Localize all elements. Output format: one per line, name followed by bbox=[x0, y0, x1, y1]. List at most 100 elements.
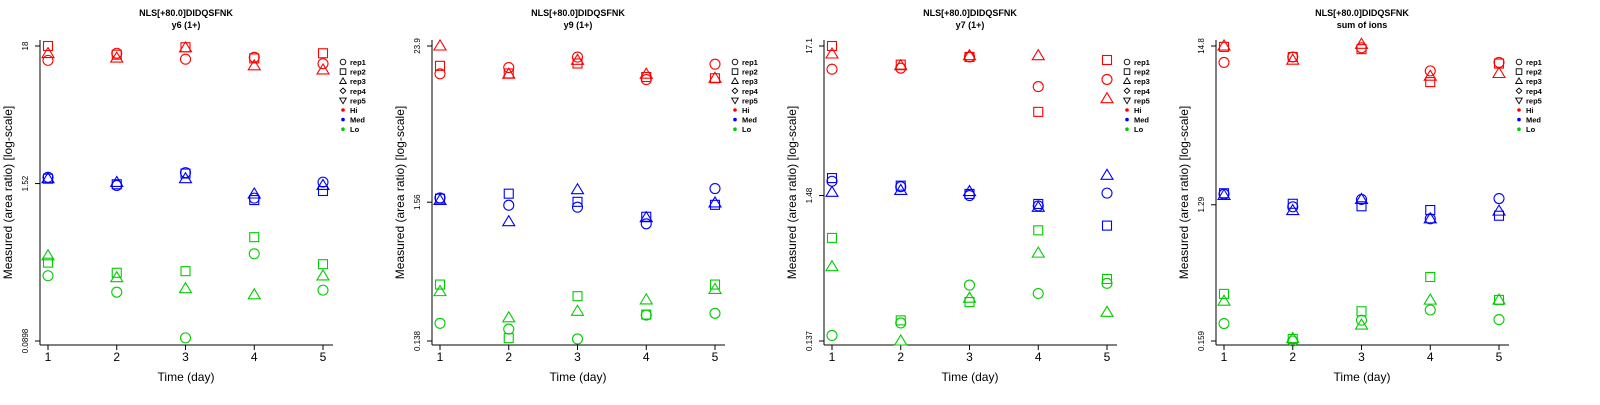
legend-label-rep2: rep2 bbox=[350, 68, 366, 77]
point-lo-rep2-day4 bbox=[249, 232, 260, 243]
legend-label-hi: Hi bbox=[1526, 106, 1534, 115]
point-med-rep2-day5 bbox=[1101, 220, 1113, 231]
point-med-rep2-day4 bbox=[1425, 204, 1436, 216]
point-lo-rep1-day1 bbox=[1218, 317, 1230, 330]
point-med-rep2-day3 bbox=[572, 196, 583, 207]
point-lo-rep3-day4 bbox=[1031, 246, 1046, 258]
y-axis-label: Measured (area ratio) [log-scale] bbox=[1, 106, 15, 279]
point-lo-rep2-day3 bbox=[1356, 306, 1367, 317]
point-med-rep1-day5 bbox=[1101, 187, 1113, 199]
point-med-rep3-day5 bbox=[316, 178, 330, 190]
chart-title: NLS[+80.0]DIDQSFNK bbox=[139, 8, 233, 18]
y-tick-label: 1.29 bbox=[1197, 196, 1206, 212]
point-lo-rep2-day1 bbox=[434, 279, 446, 290]
legend-label-med: Med bbox=[1526, 116, 1541, 125]
point-hi-rep3-day4 bbox=[247, 58, 262, 71]
y-tick-label: 14.8 bbox=[1197, 38, 1206, 54]
point-hi-rep3-day5 bbox=[1492, 66, 1506, 79]
point-hi-rep2-day5 bbox=[1101, 54, 1113, 66]
point-lo-rep3-day5 bbox=[708, 282, 722, 294]
legend-marker-rep4 bbox=[339, 87, 347, 95]
legend-label-rep3: rep3 bbox=[1526, 77, 1542, 86]
x-tick-label: 4 bbox=[643, 350, 650, 364]
legend-marker-lo bbox=[1517, 127, 1521, 131]
legend-marker-rep5 bbox=[1122, 97, 1132, 105]
legend-label-rep5: rep5 bbox=[1134, 96, 1150, 105]
point-hi-rep1-day4 bbox=[640, 73, 652, 86]
legend-label-rep4: rep4 bbox=[1134, 87, 1151, 96]
point-lo-rep2-day4 bbox=[641, 309, 652, 320]
point-hi-rep1-day5 bbox=[1101, 73, 1113, 85]
x-tick-label: 4 bbox=[251, 350, 258, 364]
point-med-rep3-day1 bbox=[825, 185, 839, 197]
point-hi-rep1-day3 bbox=[963, 51, 976, 63]
y-tick-label: 0.159 bbox=[1197, 330, 1206, 351]
y-axis-label: Measured (area ratio) [log-scale] bbox=[393, 106, 407, 279]
y-tick-label: 23.9 bbox=[413, 38, 422, 54]
legend-marker-rep1 bbox=[1515, 58, 1523, 66]
chart-panel-2: NLS[+80.0]DIDQSFNK y9 (1+) 1 2 3 4 5 23.9 1.56 0.… bbox=[393, 8, 759, 384]
point-med-rep1-day4 bbox=[640, 218, 652, 230]
y-tick-label: 0.138 bbox=[413, 330, 422, 351]
point-lo-rep2-day1 bbox=[1218, 288, 1230, 299]
point-lo-rep3-day4 bbox=[1423, 293, 1438, 305]
point-med-rep3-day2 bbox=[1285, 203, 1300, 216]
point-hi-rep3-day2 bbox=[501, 67, 516, 79]
point-med-rep3-day5 bbox=[1100, 168, 1114, 180]
legend-label-lo: Lo bbox=[1526, 125, 1536, 134]
point-med-rep3-day4 bbox=[247, 186, 262, 199]
point-med-rep3-day1 bbox=[433, 193, 447, 205]
point-med-rep1-day2 bbox=[503, 199, 515, 211]
legend-label-rep3: rep3 bbox=[1134, 77, 1150, 86]
y-tick-label: 1.52 bbox=[21, 175, 30, 191]
point-lo-rep2-day2 bbox=[1287, 333, 1298, 345]
point-med-rep2-day5 bbox=[317, 185, 329, 197]
point-med-rep3-day3 bbox=[178, 171, 193, 184]
point-hi-rep1-day1 bbox=[434, 68, 446, 80]
point-lo-rep1-day2 bbox=[895, 317, 907, 329]
point-lo-rep2-day2 bbox=[111, 267, 122, 278]
point-hi-rep1-day1 bbox=[42, 54, 54, 66]
legend-marker-rep2 bbox=[731, 68, 739, 75]
point-hi-rep2-day1 bbox=[42, 40, 54, 52]
legend-marker-rep5 bbox=[1514, 97, 1524, 105]
legend-label-rep4: rep4 bbox=[350, 87, 367, 96]
chart-title: NLS[+80.0]DIDQSFNK bbox=[1315, 8, 1409, 18]
point-hi-rep2-day4 bbox=[1425, 77, 1436, 88]
legend-label-rep3: rep3 bbox=[742, 77, 758, 86]
point-med-rep2-day1 bbox=[826, 173, 838, 184]
point-lo-rep3-day4 bbox=[639, 292, 654, 305]
chart-panel-1: NLS[+80.0]DIDQSFNK y6 (1+) 1 2 3 4 5 18 1.52 0.08… bbox=[1, 8, 367, 384]
point-med-rep2-day3 bbox=[1356, 201, 1367, 212]
point-hi-rep3-day3 bbox=[1354, 37, 1369, 49]
legend-marker-rep3 bbox=[730, 77, 740, 84]
point-med-rep3-day1 bbox=[1217, 188, 1231, 200]
point-hi-rep2-day1 bbox=[826, 40, 838, 52]
x-tick-label: 5 bbox=[1496, 350, 1503, 364]
chart-subtitle: y7 (1+) bbox=[956, 20, 985, 30]
legend-marker-rep4 bbox=[1515, 87, 1523, 95]
point-lo-rep1-day1 bbox=[42, 270, 54, 282]
legend-marker-rep2 bbox=[339, 68, 347, 75]
legend-label-rep1: rep1 bbox=[350, 58, 366, 67]
point-med-rep3-day4 bbox=[1031, 200, 1046, 212]
point-hi-rep3-day4 bbox=[1423, 69, 1438, 81]
point-lo-rep3-day2 bbox=[109, 270, 124, 283]
point-hi-rep3-day4 bbox=[639, 67, 654, 79]
x-tick-label: 5 bbox=[320, 350, 327, 364]
point-lo-rep1-day3 bbox=[1355, 314, 1368, 326]
x-axis-label: Time (day) bbox=[550, 370, 607, 384]
chart-subtitle: y9 (1+) bbox=[564, 20, 593, 30]
point-hi-rep1-day1 bbox=[826, 63, 838, 75]
y-tick-label: 0.137 bbox=[805, 330, 814, 351]
legend-marker-rep5 bbox=[338, 97, 348, 105]
legend-label-rep2: rep2 bbox=[1526, 68, 1542, 77]
legend-marker-rep1 bbox=[339, 58, 347, 66]
legend-label-rep2: rep2 bbox=[742, 68, 758, 77]
point-hi-rep3-day2 bbox=[109, 50, 124, 63]
point-lo-rep3-day4 bbox=[247, 287, 262, 300]
x-tick-label: 1 bbox=[437, 350, 444, 364]
point-lo-rep2-day1 bbox=[42, 257, 54, 268]
point-hi-rep3-day1 bbox=[825, 46, 839, 59]
